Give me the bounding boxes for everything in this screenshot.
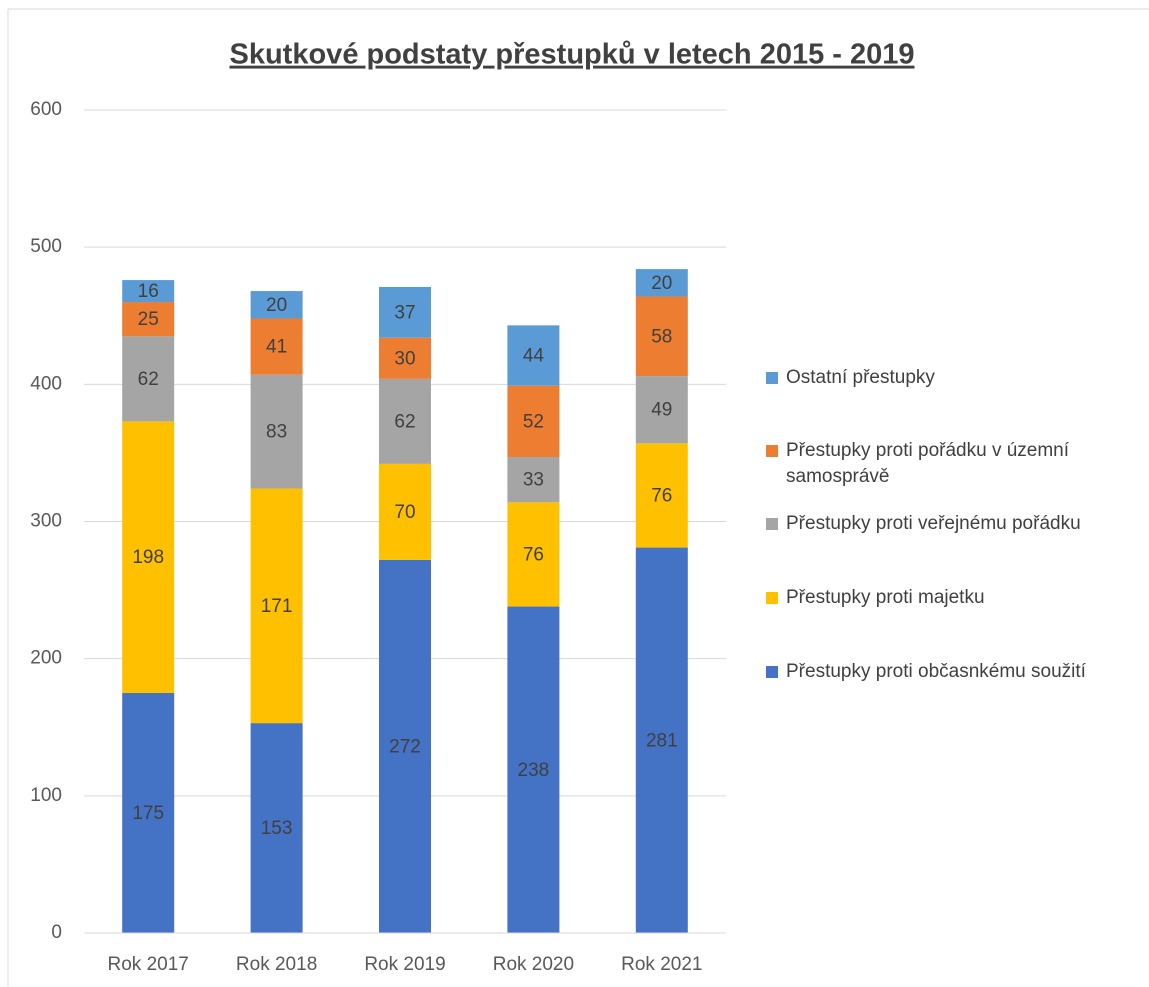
data-label: 33	[523, 470, 544, 491]
y-tick-label: 0	[51, 922, 62, 943]
bar-segment	[379, 559, 431, 933]
data-label: 175	[132, 803, 164, 824]
bar-segment	[635, 269, 688, 297]
data-label: 25	[138, 309, 159, 330]
y-tick-label: 600	[30, 99, 62, 120]
legend-item: Přestupky proti pořádku v územní samospr…	[766, 438, 1141, 490]
legend-label: Přestupky proti majetku	[786, 587, 985, 608]
data-label: 171	[261, 596, 293, 617]
bar-segment	[635, 376, 688, 444]
bar-segment	[250, 374, 303, 489]
legend-swatch	[766, 592, 778, 604]
bar-segment	[507, 606, 560, 933]
data-label: 49	[651, 400, 672, 421]
data-label: 272	[389, 736, 421, 757]
bar-segment	[635, 296, 688, 377]
data-label: 62	[394, 411, 415, 432]
bar-segment	[635, 547, 688, 933]
data-label: 16	[138, 281, 159, 302]
y-tick-label: 300	[30, 511, 62, 532]
bar-segment	[507, 385, 560, 458]
bar-segment	[122, 421, 175, 693]
x-tick-label: Rok 2020	[493, 954, 574, 975]
legend-swatch	[766, 666, 778, 678]
legend-item: Přestupky proti občasnkému soužití	[766, 659, 1141, 685]
bar-segment	[250, 723, 303, 933]
bar-segment	[250, 318, 303, 375]
bar-segment	[250, 488, 303, 724]
x-tick-label: Rok 2021	[621, 954, 702, 975]
legend-swatch	[766, 445, 778, 457]
data-label: 70	[394, 502, 415, 523]
legend-item: Přestupky proti majetku	[766, 585, 1141, 611]
data-label: 198	[132, 547, 164, 568]
data-label: 58	[651, 326, 672, 347]
data-label: 83	[266, 422, 287, 443]
data-label: 76	[523, 544, 544, 565]
x-tick-label: Rok 2018	[236, 954, 317, 975]
data-label: 30	[394, 348, 415, 369]
bar-segment	[122, 280, 175, 303]
bar-segment	[379, 337, 431, 379]
legend-label: Ostatní přestupky	[786, 367, 935, 388]
legend-swatch	[766, 372, 778, 384]
bar-segment	[122, 336, 175, 422]
legend-item: Ostatní přestupky	[766, 365, 1141, 391]
x-tick-label: Rok 2019	[364, 954, 445, 975]
chart-title: Skutkové podstaty přestupků v letech 201…	[230, 39, 915, 71]
y-tick-label: 400	[30, 373, 62, 394]
data-label: 153	[261, 818, 293, 839]
x-tick-label: Rok 2017	[108, 954, 189, 975]
bar-segment	[379, 463, 431, 560]
data-label: 281	[646, 730, 678, 751]
bar-segment	[122, 302, 175, 337]
data-label: 20	[651, 273, 672, 294]
bar-segment	[122, 692, 175, 933]
data-label: 20	[266, 295, 287, 316]
data-label: 41	[266, 337, 287, 358]
legend-label: Přestupky proti občasnkému soužití	[786, 661, 1086, 682]
bar-segment	[250, 291, 303, 319]
legend-label: Přestupky proti pořádku v územní samospr…	[786, 440, 1070, 487]
data-label: 37	[394, 302, 415, 323]
bar-segment	[379, 378, 431, 464]
legend-label: Přestupky proti veřejnému pořádku	[786, 513, 1081, 534]
data-label: 52	[523, 411, 544, 432]
legend-item: Přestupky proti veřejnému pořádku	[766, 511, 1141, 537]
bar-segment	[507, 325, 560, 386]
bar-segment	[507, 457, 560, 503]
bar-segment	[635, 443, 688, 548]
legend-swatch	[766, 518, 778, 530]
data-label: 76	[651, 485, 672, 506]
bar-segment	[507, 502, 560, 607]
y-tick-label: 100	[30, 785, 62, 806]
y-tick-label: 500	[30, 236, 62, 257]
data-label: 238	[518, 760, 550, 781]
bar-segment	[379, 286, 431, 338]
data-label: 44	[523, 346, 545, 367]
y-tick-label: 200	[30, 648, 62, 669]
data-label: 62	[138, 369, 159, 390]
